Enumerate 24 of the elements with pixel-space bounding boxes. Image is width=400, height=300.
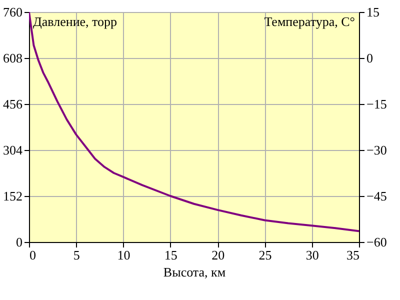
y2-axis-title: Температура, С° <box>264 14 355 29</box>
y-tick-label: 152 <box>3 188 22 204</box>
x-tick-label: 30 <box>306 248 319 262</box>
x-tick-label: 20 <box>212 248 225 262</box>
line-series <box>29 12 359 232</box>
y2-tick-label: −15 <box>366 96 387 112</box>
y2-tick-label: −45 <box>366 188 387 204</box>
y-tick-label: 608 <box>3 50 22 66</box>
y2-tick-label: −60 <box>366 234 387 250</box>
y2-tick-label: 0 <box>366 50 373 66</box>
x-tick-label: 0 <box>30 248 36 262</box>
x-tick-label: 10 <box>117 248 130 262</box>
y-tick-label: 456 <box>3 96 23 112</box>
y-tick-label: 304 <box>3 142 23 158</box>
x-tick-label: 15 <box>164 248 178 262</box>
x-tick-label: 5 <box>73 248 80 262</box>
x-axis-title: Высота, км <box>163 264 226 280</box>
x-tick-label: 25 <box>258 248 272 262</box>
y-tick-label: 760 <box>3 4 22 20</box>
y2-tick-label: −30 <box>366 142 387 158</box>
y-tick-label: 0 <box>16 234 22 250</box>
y-axis-title: Давление, торр <box>33 14 118 29</box>
y2-tick-label: 15 <box>366 4 380 20</box>
x-tick-label: 35 <box>346 248 360 262</box>
